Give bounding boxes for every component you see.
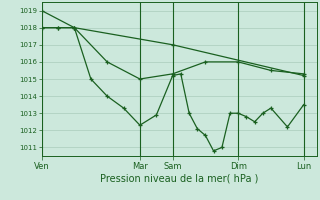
X-axis label: Pression niveau de la mer( hPa ): Pression niveau de la mer( hPa )	[100, 173, 258, 183]
